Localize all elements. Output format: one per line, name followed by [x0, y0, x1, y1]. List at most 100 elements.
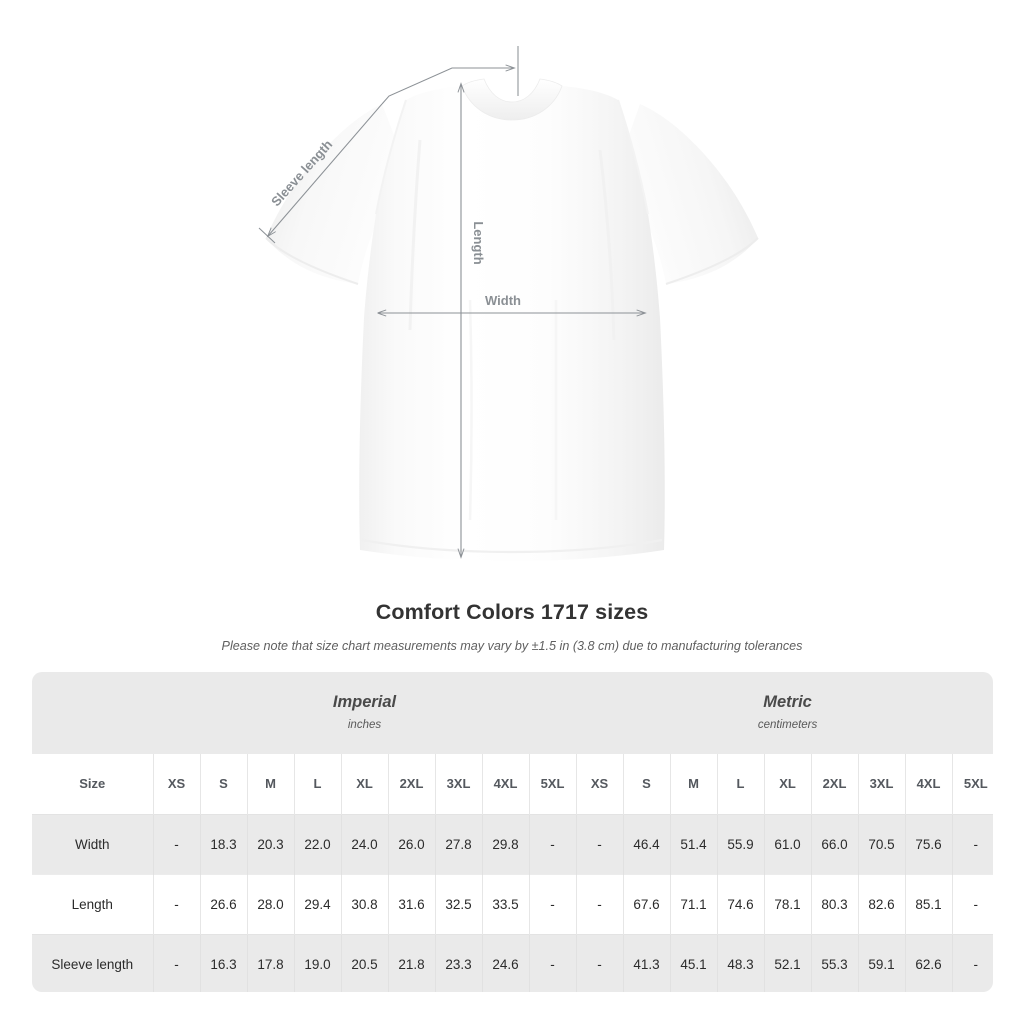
unit-imperial-cell: Imperial inches — [153, 672, 576, 754]
cell-width-metric-2xl: 66.0 — [811, 813, 859, 874]
table-row: Width - 18.3 20.3 22.0 24.0 26.0 27.8 29… — [32, 813, 993, 874]
cell-width-imperial-2xl: 26.0 — [388, 813, 436, 874]
table-row: Sleeve length - 16.3 17.8 19.0 20.5 21.8… — [32, 933, 993, 992]
unit-imperial-sub: inches — [347, 719, 382, 731]
cell-sleeve-metric-4xl: 62.6 — [905, 933, 953, 992]
cell-length-imperial-5xl: - — [529, 873, 577, 934]
cell-width-imperial-3xl: 27.8 — [435, 813, 483, 874]
cell-width-imperial-m: 20.3 — [247, 813, 295, 874]
cell-length-imperial-2xl: 31.6 — [388, 873, 436, 934]
cell-sleeve-metric-l: 48.3 — [717, 933, 765, 992]
size-header-label: Size — [32, 754, 154, 814]
cell-width-imperial-xs: - — [153, 813, 201, 874]
cell-width-metric-xs: - — [575, 813, 624, 874]
cell-width-metric-xl: 61.0 — [764, 813, 812, 874]
cell-sleeve-metric-xs: - — [575, 933, 624, 992]
cell-length-imperial-3xl: 32.5 — [435, 873, 483, 934]
cell-length-imperial-xs: - — [153, 873, 201, 934]
sleeve-length-arrow — [258, 103, 383, 244]
size-header-metric-s: S — [623, 754, 671, 814]
size-header-imperial-3xl: 3XL — [435, 754, 483, 814]
row-label-length: Length — [32, 873, 154, 934]
page-title: Comfort Colors 1717 sizes — [375, 600, 649, 624]
cell-width-imperial-xl: 24.0 — [341, 813, 389, 874]
size-header-imperial-5xl: 5XL — [529, 754, 577, 814]
cell-sleeve-imperial-l: 19.0 — [294, 933, 342, 992]
unit-imperial-name: Imperial — [332, 693, 397, 711]
tshirt-body — [359, 86, 665, 561]
size-header-row: Size XS S M L XL 2XL 3XL 4XL 5XL XS S M … — [32, 754, 993, 814]
unit-metric-cell: Metric centimeters — [576, 672, 993, 754]
table-row: Length - 26.6 28.0 29.4 30.8 31.6 32.5 3… — [32, 873, 993, 934]
cell-width-metric-s: 46.4 — [623, 813, 671, 874]
cell-length-metric-s: 67.6 — [623, 873, 671, 934]
cell-length-imperial-4xl: 33.5 — [482, 873, 530, 934]
cell-length-metric-m: 71.1 — [670, 873, 718, 934]
cell-width-metric-m: 51.4 — [670, 813, 718, 874]
cell-length-metric-l: 74.6 — [717, 873, 765, 934]
unit-metric-sub: centimeters — [757, 719, 818, 731]
length-label: Length — [471, 221, 486, 264]
cell-length-metric-xl: 78.1 — [764, 873, 812, 934]
size-header-metric-3xl: 3XL — [858, 754, 906, 814]
size-header-imperial-4xl: 4XL — [482, 754, 530, 814]
cell-sleeve-imperial-xl: 20.5 — [341, 933, 389, 992]
size-header-metric-2xl: 2XL — [811, 754, 859, 814]
size-header-imperial-2xl: 2XL — [388, 754, 436, 814]
size-header-metric-xl: XL — [764, 754, 812, 814]
size-header-imperial-s: S — [200, 754, 248, 814]
cell-length-imperial-xl: 30.8 — [341, 873, 389, 934]
page-subtitle: Please note that size chart measurements… — [221, 639, 803, 653]
cell-width-imperial-s: 18.3 — [200, 813, 248, 874]
size-header-imperial-m: M — [247, 754, 295, 814]
unit-metric-name: Metric — [763, 693, 812, 711]
right-sleeve — [618, 104, 758, 284]
shoulder-leader — [381, 46, 519, 105]
cell-sleeve-imperial-3xl: 23.3 — [435, 933, 483, 992]
row-label-sleeve-length: Sleeve length — [32, 933, 154, 992]
cell-width-metric-l: 55.9 — [717, 813, 765, 874]
tshirt-shape — [265, 78, 759, 561]
cell-width-imperial-4xl: 29.8 — [482, 813, 530, 874]
cell-width-metric-4xl: 75.6 — [905, 813, 953, 874]
size-header-imperial-xs: XS — [153, 754, 201, 814]
unit-banner-spacer — [32, 672, 153, 754]
cell-sleeve-metric-3xl: 59.1 — [858, 933, 906, 992]
cell-sleeve-metric-2xl: 55.3 — [811, 933, 859, 992]
cell-sleeve-metric-s: 41.3 — [623, 933, 671, 992]
cell-length-metric-3xl: 82.6 — [858, 873, 906, 934]
size-header-metric-m: M — [670, 754, 718, 814]
size-header-imperial-xl: XL — [341, 754, 389, 814]
size-header-metric-l: L — [717, 754, 765, 814]
cell-sleeve-imperial-2xl: 21.8 — [388, 933, 436, 992]
size-chart-table-container: Imperial inches Metric centimeters Size … — [32, 672, 993, 992]
collar — [461, 78, 563, 121]
cell-length-imperial-l: 29.4 — [294, 873, 342, 934]
left-sleeve — [266, 104, 406, 284]
size-header-metric-5xl: 5XL — [952, 754, 993, 814]
cell-sleeve-metric-xl: 52.1 — [764, 933, 812, 992]
measurement-annotations — [258, 46, 645, 557]
chart-header: Comfort Colors 1717 sizes Please note th… — [0, 598, 1024, 654]
row-label-width: Width — [32, 813, 154, 874]
size-header-metric-4xl: 4XL — [905, 754, 953, 814]
cell-sleeve-imperial-m: 17.8 — [247, 933, 295, 992]
cell-sleeve-imperial-xs: - — [153, 933, 201, 992]
cell-width-imperial-5xl: - — [529, 813, 577, 874]
cell-sleeve-imperial-5xl: - — [529, 933, 577, 992]
unit-banner-row: Imperial inches Metric centimeters — [32, 672, 993, 754]
cell-length-imperial-m: 28.0 — [247, 873, 295, 934]
cell-length-metric-2xl: 80.3 — [811, 873, 859, 934]
size-chart-table: Imperial inches Metric centimeters Size … — [32, 672, 993, 992]
cell-sleeve-imperial-4xl: 24.6 — [482, 933, 530, 992]
cell-length-imperial-s: 26.6 — [200, 873, 248, 934]
width-label: Width — [485, 293, 521, 308]
cell-width-imperial-l: 22.0 — [294, 813, 342, 874]
tshirt-illustration: Sleeve length Length Width — [258, 46, 759, 561]
cell-width-metric-5xl: - — [952, 813, 993, 874]
cell-sleeve-metric-m: 45.1 — [670, 933, 718, 992]
size-header-metric-xs: XS — [575, 754, 624, 814]
cell-length-metric-4xl: 85.1 — [905, 873, 953, 934]
size-header-imperial-l: L — [294, 754, 342, 814]
cell-sleeve-imperial-s: 16.3 — [200, 933, 248, 992]
